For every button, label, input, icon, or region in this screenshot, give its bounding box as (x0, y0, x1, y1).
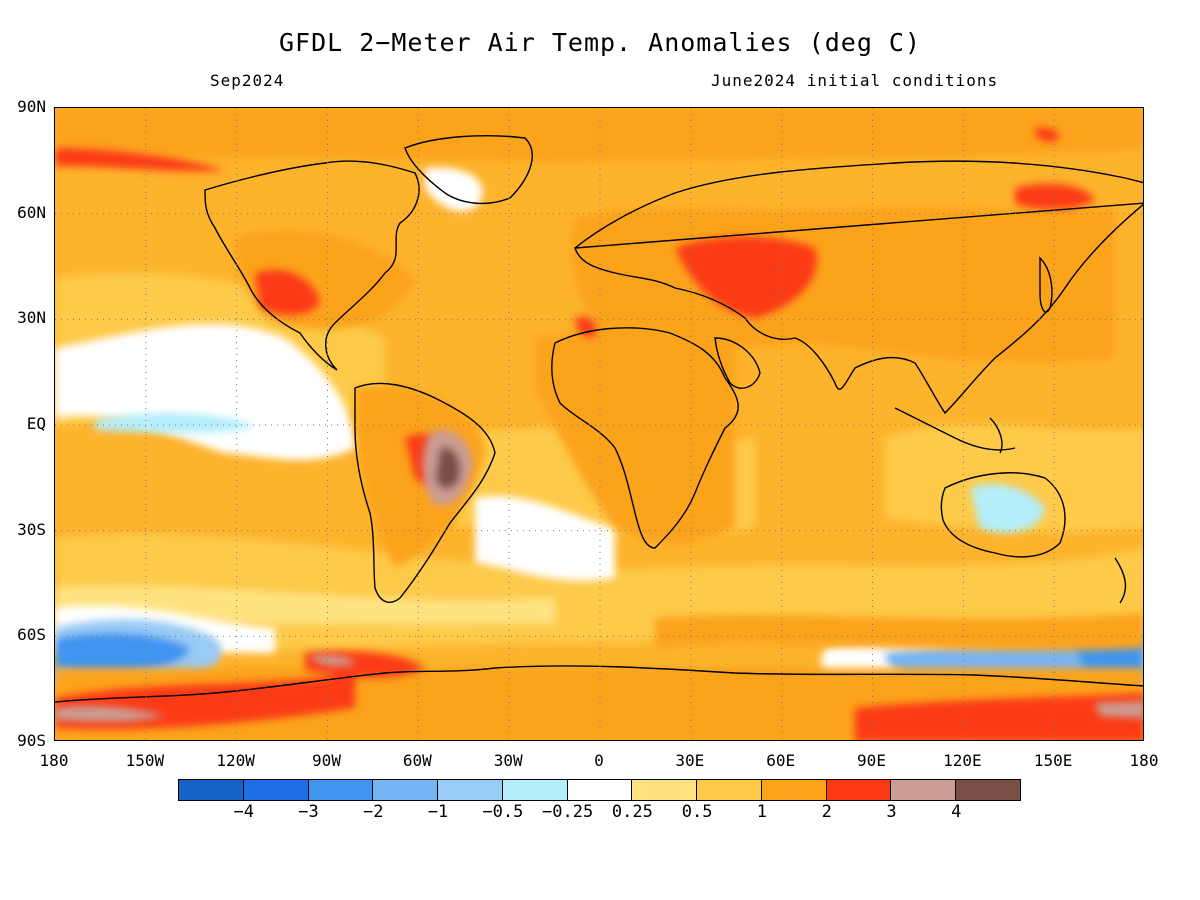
colorbar-swatch (242, 779, 309, 801)
lon-tick-label: 120E (943, 751, 982, 770)
anomaly-field (55, 108, 1143, 740)
colorbar-swatch (631, 779, 698, 801)
anomaly-map (54, 107, 1144, 741)
lon-tick-label: 180 (39, 751, 69, 770)
lon-tick-label: 60W (402, 751, 432, 770)
colorbar-label: 1 (756, 802, 768, 822)
colorbar-label: −3 (298, 802, 319, 822)
chart-title: GFDL 2−Meter Air Temp. Anomalies (deg C) (278, 28, 922, 57)
lat-tick-label: 30S (17, 519, 46, 539)
colorbar-label: −2 (363, 802, 384, 822)
lat-tick-label: EQ (26, 414, 46, 433)
lon-tick-label: 180 (1129, 751, 1159, 770)
colorbar-label: 2 (821, 802, 832, 822)
colorbar-label: 4 (951, 802, 962, 822)
lat-tick-label: 90N (17, 97, 46, 116)
colorbar-label: −0.25 (542, 802, 594, 822)
lat-tick-label: 90S (17, 731, 46, 750)
colorbar-swatch (372, 779, 439, 801)
valid-month-label: Sep2024 (210, 71, 285, 90)
lon-tick-label: 120W (216, 751, 255, 770)
init-conditions-label: June2024 initial conditions (711, 71, 999, 90)
colorbar-swatch (501, 779, 568, 801)
colorbar-swatch (760, 779, 827, 801)
lon-tick-label: 30W (493, 751, 523, 770)
lon-tick-label: 90E (857, 751, 886, 770)
colorbar-swatch (178, 779, 244, 801)
colorbar-swatch (566, 779, 633, 801)
colorbar-label: 0.25 (611, 802, 653, 822)
colorbar (178, 779, 1021, 801)
lat-tick-label: 30N (17, 308, 46, 328)
lat-tick-label: 60S (17, 625, 46, 645)
lon-tick-label: 150E (1033, 751, 1073, 770)
colorbar-swatch (825, 779, 892, 801)
lon-tick-label: 90W (312, 751, 341, 770)
colorbar-label: −4 (233, 802, 254, 822)
lat-tick-label: 60N (17, 202, 46, 222)
colorbar-swatch (890, 779, 957, 801)
colorbar-label: 3 (886, 802, 897, 822)
colorbar-swatch (955, 779, 1021, 801)
colorbar-label: 0.5 (681, 802, 713, 822)
lon-tick-label: 0 (594, 751, 604, 770)
coastlines (55, 135, 1143, 703)
gridlines (55, 108, 1143, 740)
colorbar-swatch (696, 779, 762, 801)
colorbar-swatch (437, 779, 503, 801)
lon-tick-label: 60E (766, 751, 796, 770)
colorbar-label: −1 (427, 802, 449, 822)
lon-tick-label: 30E (675, 751, 705, 770)
lon-tick-label: 150W (125, 751, 165, 770)
colorbar-label: −0.5 (482, 802, 524, 822)
colorbar-swatch (307, 779, 374, 801)
